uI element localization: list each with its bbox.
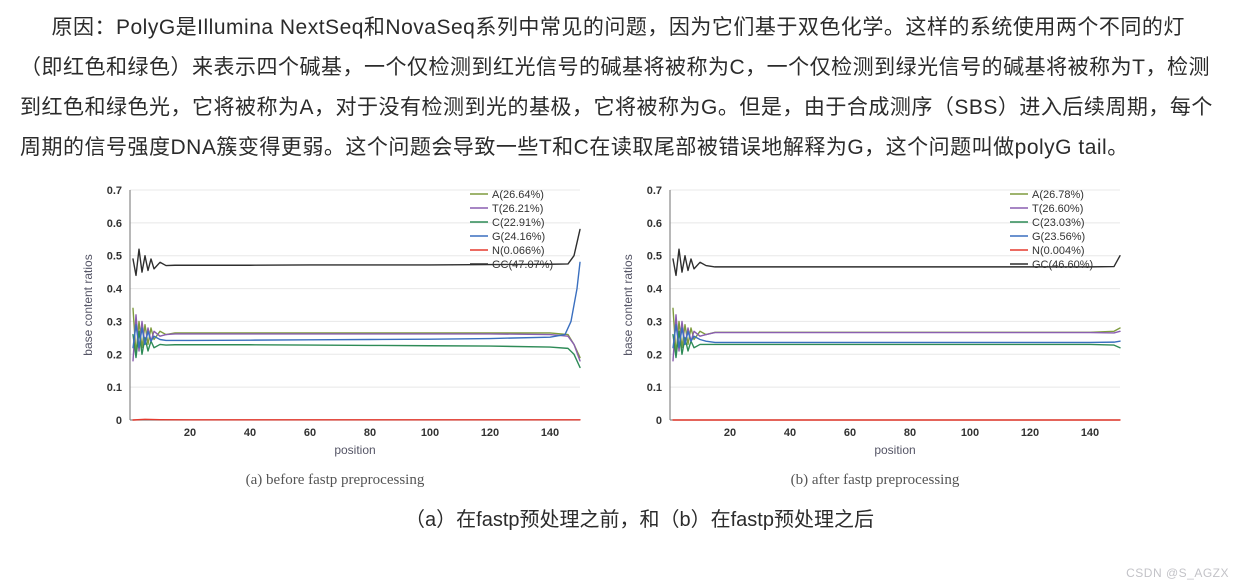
chart-b: 0 0.1 0.2 0.3 0.4 0.5 0.6 0.7 20 40 60 80 100 120 140 p… [610,180,1140,470]
footer-caption: （a）在fastp预处理之前，和（b）在fastp预处理之后 [0,503,1239,532]
svg-text:0.7: 0.7 [647,185,662,197]
svg-text:80: 80 [364,427,376,439]
svg-text:GC(46.60%): GC(46.60%) [1032,259,1093,271]
svg-text:N(0.004%): N(0.004%) [1032,245,1085,257]
svg-text:G(24.16%): G(24.16%) [492,231,545,243]
watermark: CSDN @S_AGZX [1126,566,1229,580]
chart-panel-a: 0 0.1 0.2 0.3 0.4 0.5 0.6 0.7 20 40 60 80 100 120 140 p… [70,180,600,489]
svg-text:0.3: 0.3 [107,316,122,328]
svg-text:0.5: 0.5 [647,250,662,262]
explanation-paragraph: 原因：PolyG是Illumina NextSeq和NovaSeq系列中常见的问… [0,0,1239,180]
svg-text:G(23.56%): G(23.56%) [1032,231,1085,243]
svg-text:0.7: 0.7 [107,185,122,197]
charts-row: 0 0.1 0.2 0.3 0.4 0.5 0.6 0.7 20 40 60 80 100 120 140 p… [0,180,1239,489]
svg-text:position: position [874,443,915,457]
svg-text:100: 100 [421,427,439,439]
chart-caption-a: (a) before fastp preprocessing [246,472,425,489]
svg-text:120: 120 [1021,427,1039,439]
svg-text:0.5: 0.5 [107,250,122,262]
svg-text:T(26.21%): T(26.21%) [492,203,543,215]
svg-text:A(26.78%): A(26.78%) [1032,189,1084,201]
svg-text:20: 20 [724,427,736,439]
svg-text:40: 40 [784,427,796,439]
svg-text:0.4: 0.4 [647,283,663,295]
svg-text:0: 0 [116,415,122,427]
svg-text:60: 60 [304,427,316,439]
svg-text:C(23.03%): C(23.03%) [1032,217,1085,229]
svg-text:0.6: 0.6 [647,217,662,229]
svg-text:N(0.066%): N(0.066%) [492,245,545,257]
svg-text:0.3: 0.3 [647,316,662,328]
svg-text:position: position [334,443,375,457]
svg-text:0.4: 0.4 [107,283,123,295]
svg-text:base content ratios: base content ratios [81,254,95,355]
svg-text:0.1: 0.1 [647,382,662,394]
chart-caption-b: (b) after fastp preprocessing [791,472,960,489]
svg-text:0.6: 0.6 [107,217,122,229]
chart-a: 0 0.1 0.2 0.3 0.4 0.5 0.6 0.7 20 40 60 80 100 120 140 p… [70,180,600,470]
svg-text:20: 20 [184,427,196,439]
svg-text:60: 60 [844,427,856,439]
svg-text:120: 120 [481,427,499,439]
svg-text:0.1: 0.1 [107,382,122,394]
svg-text:140: 140 [1081,427,1099,439]
chart-panel-b: 0 0.1 0.2 0.3 0.4 0.5 0.6 0.7 20 40 60 80 100 120 140 p… [610,180,1140,489]
svg-text:0.2: 0.2 [107,349,122,361]
svg-text:40: 40 [244,427,256,439]
svg-text:80: 80 [904,427,916,439]
svg-text:C(22.91%): C(22.91%) [492,217,545,229]
svg-text:GC(47.07%): GC(47.07%) [492,259,553,271]
svg-text:0.2: 0.2 [647,349,662,361]
svg-text:140: 140 [541,427,559,439]
svg-text:T(26.60%): T(26.60%) [1032,203,1083,215]
svg-text:100: 100 [961,427,979,439]
svg-text:0: 0 [656,415,662,427]
svg-text:base content ratios: base content ratios [621,254,635,355]
svg-text:A(26.64%): A(26.64%) [492,189,544,201]
